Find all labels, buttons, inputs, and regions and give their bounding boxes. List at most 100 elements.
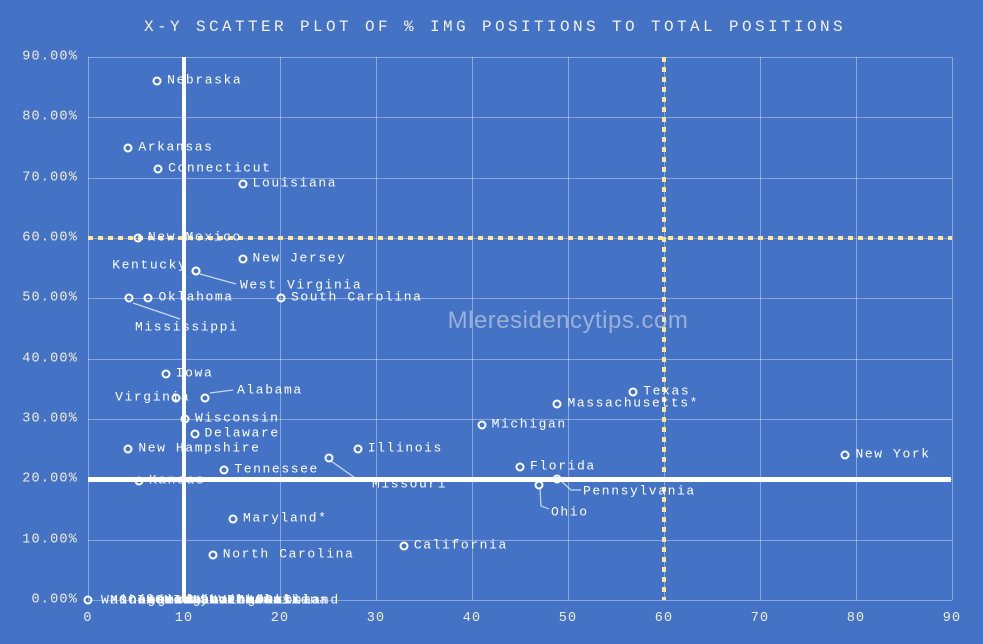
data-point-label: Oregon <box>119 592 176 608</box>
data-point-label: Massachusetts* <box>567 395 700 411</box>
x-axis-tick-label: 20 <box>270 611 290 626</box>
data-point-marker <box>83 595 93 605</box>
data-point-label: Alabama <box>237 382 303 398</box>
data-point-marker <box>171 393 181 403</box>
data-point-marker <box>552 474 562 484</box>
data-point-label: Maryland* <box>242 510 328 526</box>
data-point-label: Rhode Island <box>227 592 340 608</box>
y-axis-tick-label: 0.00% <box>31 592 78 608</box>
data-point-label: Montana <box>164 592 230 608</box>
callout-line <box>539 487 550 510</box>
data-point-label: Tennessee <box>234 461 319 477</box>
y-axis-tick-label: 50.00% <box>22 290 78 306</box>
x-axis-tick-label: 80 <box>846 611 866 626</box>
data-point-label: Alaska <box>254 592 311 608</box>
y-axis-tick-label: 20.00% <box>22 471 78 487</box>
data-point-label: Louisiana <box>252 175 338 191</box>
data-point-marker <box>219 465 229 475</box>
data-point-label: Wisconsin <box>194 410 280 426</box>
dotted-reference-line-vertical <box>662 57 666 600</box>
data-point-marker <box>228 514 238 524</box>
data-point-marker <box>134 476 144 486</box>
y-axis-tick-label: 30.00% <box>22 411 78 427</box>
data-point-label: Pennsylvania <box>583 483 696 499</box>
gridline-vertical <box>472 57 473 600</box>
data-point-label: Virginia <box>115 389 191 405</box>
data-point-label: New Jersey <box>252 250 347 266</box>
gridline-horizontal <box>88 539 952 541</box>
gridline-horizontal <box>88 298 952 300</box>
data-point-label: Michigan <box>491 416 567 432</box>
data-point-label: Vermont <box>218 592 284 608</box>
data-point-marker <box>180 414 190 424</box>
data-point-marker <box>477 420 487 430</box>
data-point-label: Mississippi <box>135 319 239 335</box>
x-axis-tick-label: 70 <box>750 611 770 626</box>
data-point-marker <box>123 444 133 454</box>
data-point-label: West Virginia <box>240 277 363 293</box>
data-point-label: Wyoming <box>191 592 257 608</box>
data-point-label: Georgia <box>155 592 221 608</box>
average-line-horizontal <box>88 477 951 482</box>
data-point-label: Florida <box>530 458 596 474</box>
data-point-marker <box>628 387 638 397</box>
data-point-label: Kentucky <box>112 257 188 273</box>
data-point-marker <box>238 254 248 264</box>
data-point-label: Nebraska <box>167 72 243 88</box>
gridline-horizontal <box>88 358 952 360</box>
gridline-vertical <box>760 57 761 600</box>
callout-line <box>132 302 181 320</box>
data-point-marker <box>534 480 544 490</box>
data-point-label: Nevada <box>146 592 203 608</box>
data-point-marker <box>152 76 162 86</box>
x-axis-tick-label: 0 <box>83 611 93 626</box>
y-axis-tick-label: 90.00% <box>22 49 78 65</box>
y-axis-tick-label: 60.00% <box>22 230 78 246</box>
y-axis-tick-label: 70.00% <box>22 170 78 186</box>
callout-line <box>559 479 581 491</box>
data-point-label: Oklahoma <box>158 289 234 305</box>
gridline-horizontal <box>88 600 952 601</box>
gridline-horizontal <box>88 57 952 58</box>
data-point-label: New Hampshire <box>138 440 261 456</box>
x-axis-tick-label: 30 <box>366 611 386 626</box>
data-point-label: Maine <box>236 592 284 608</box>
data-point-marker <box>515 462 525 472</box>
gridline-vertical <box>88 57 89 600</box>
data-point-marker <box>123 143 133 152</box>
data-point-label: Minnesota <box>110 592 195 608</box>
x-axis-tick-label: 40 <box>462 611 482 626</box>
data-point-marker <box>238 179 248 189</box>
watermark: Mleresidencytips.com <box>447 307 689 334</box>
x-axis-tick-label: 50 <box>558 611 578 626</box>
y-axis-tick-label: 10.00% <box>22 532 78 548</box>
data-point-label: Connecticut <box>168 160 272 176</box>
data-point-label: Texas <box>643 383 691 399</box>
data-point-label: Washington <box>101 592 196 608</box>
y-axis-tick-label: 40.00% <box>22 351 78 367</box>
gridline-vertical <box>952 57 953 600</box>
data-point-label: South Carolina <box>290 289 423 305</box>
data-point-marker <box>133 233 143 243</box>
gridline-horizontal <box>88 117 952 119</box>
data-point-marker <box>190 429 200 439</box>
data-point-label: Hawaii <box>245 592 302 608</box>
data-point-marker <box>153 164 163 174</box>
data-point-marker <box>353 444 363 454</box>
data-point-marker <box>161 369 171 379</box>
average-line-vertical <box>181 57 187 600</box>
data-point-marker <box>208 550 218 560</box>
data-point-label: Arkansas <box>138 139 214 154</box>
data-point-label: South Dakota <box>200 592 313 608</box>
dotted-reference-line-horizontal <box>88 236 952 240</box>
data-point-label: New York <box>855 446 931 462</box>
data-point-label: California <box>413 537 508 553</box>
data-point-marker <box>399 541 409 551</box>
data-point-marker <box>200 393 210 403</box>
data-point-marker <box>276 293 286 303</box>
data-point-label: Arizona <box>263 592 329 608</box>
gridline-horizontal <box>88 419 952 420</box>
data-point-marker <box>552 399 562 409</box>
data-point-marker <box>191 266 201 276</box>
